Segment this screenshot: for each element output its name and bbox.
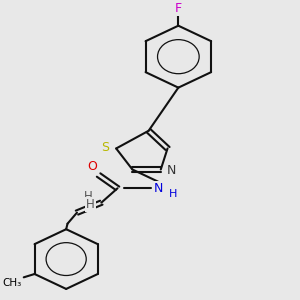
Text: F: F [175, 2, 182, 14]
Text: H: H [83, 190, 92, 202]
Text: N: N [167, 164, 176, 177]
Text: CH₃: CH₃ [2, 278, 21, 288]
Text: H: H [169, 189, 177, 199]
Text: H: H [86, 198, 95, 212]
Text: S: S [101, 141, 110, 154]
Text: N: N [153, 182, 163, 195]
Text: O: O [87, 160, 97, 173]
